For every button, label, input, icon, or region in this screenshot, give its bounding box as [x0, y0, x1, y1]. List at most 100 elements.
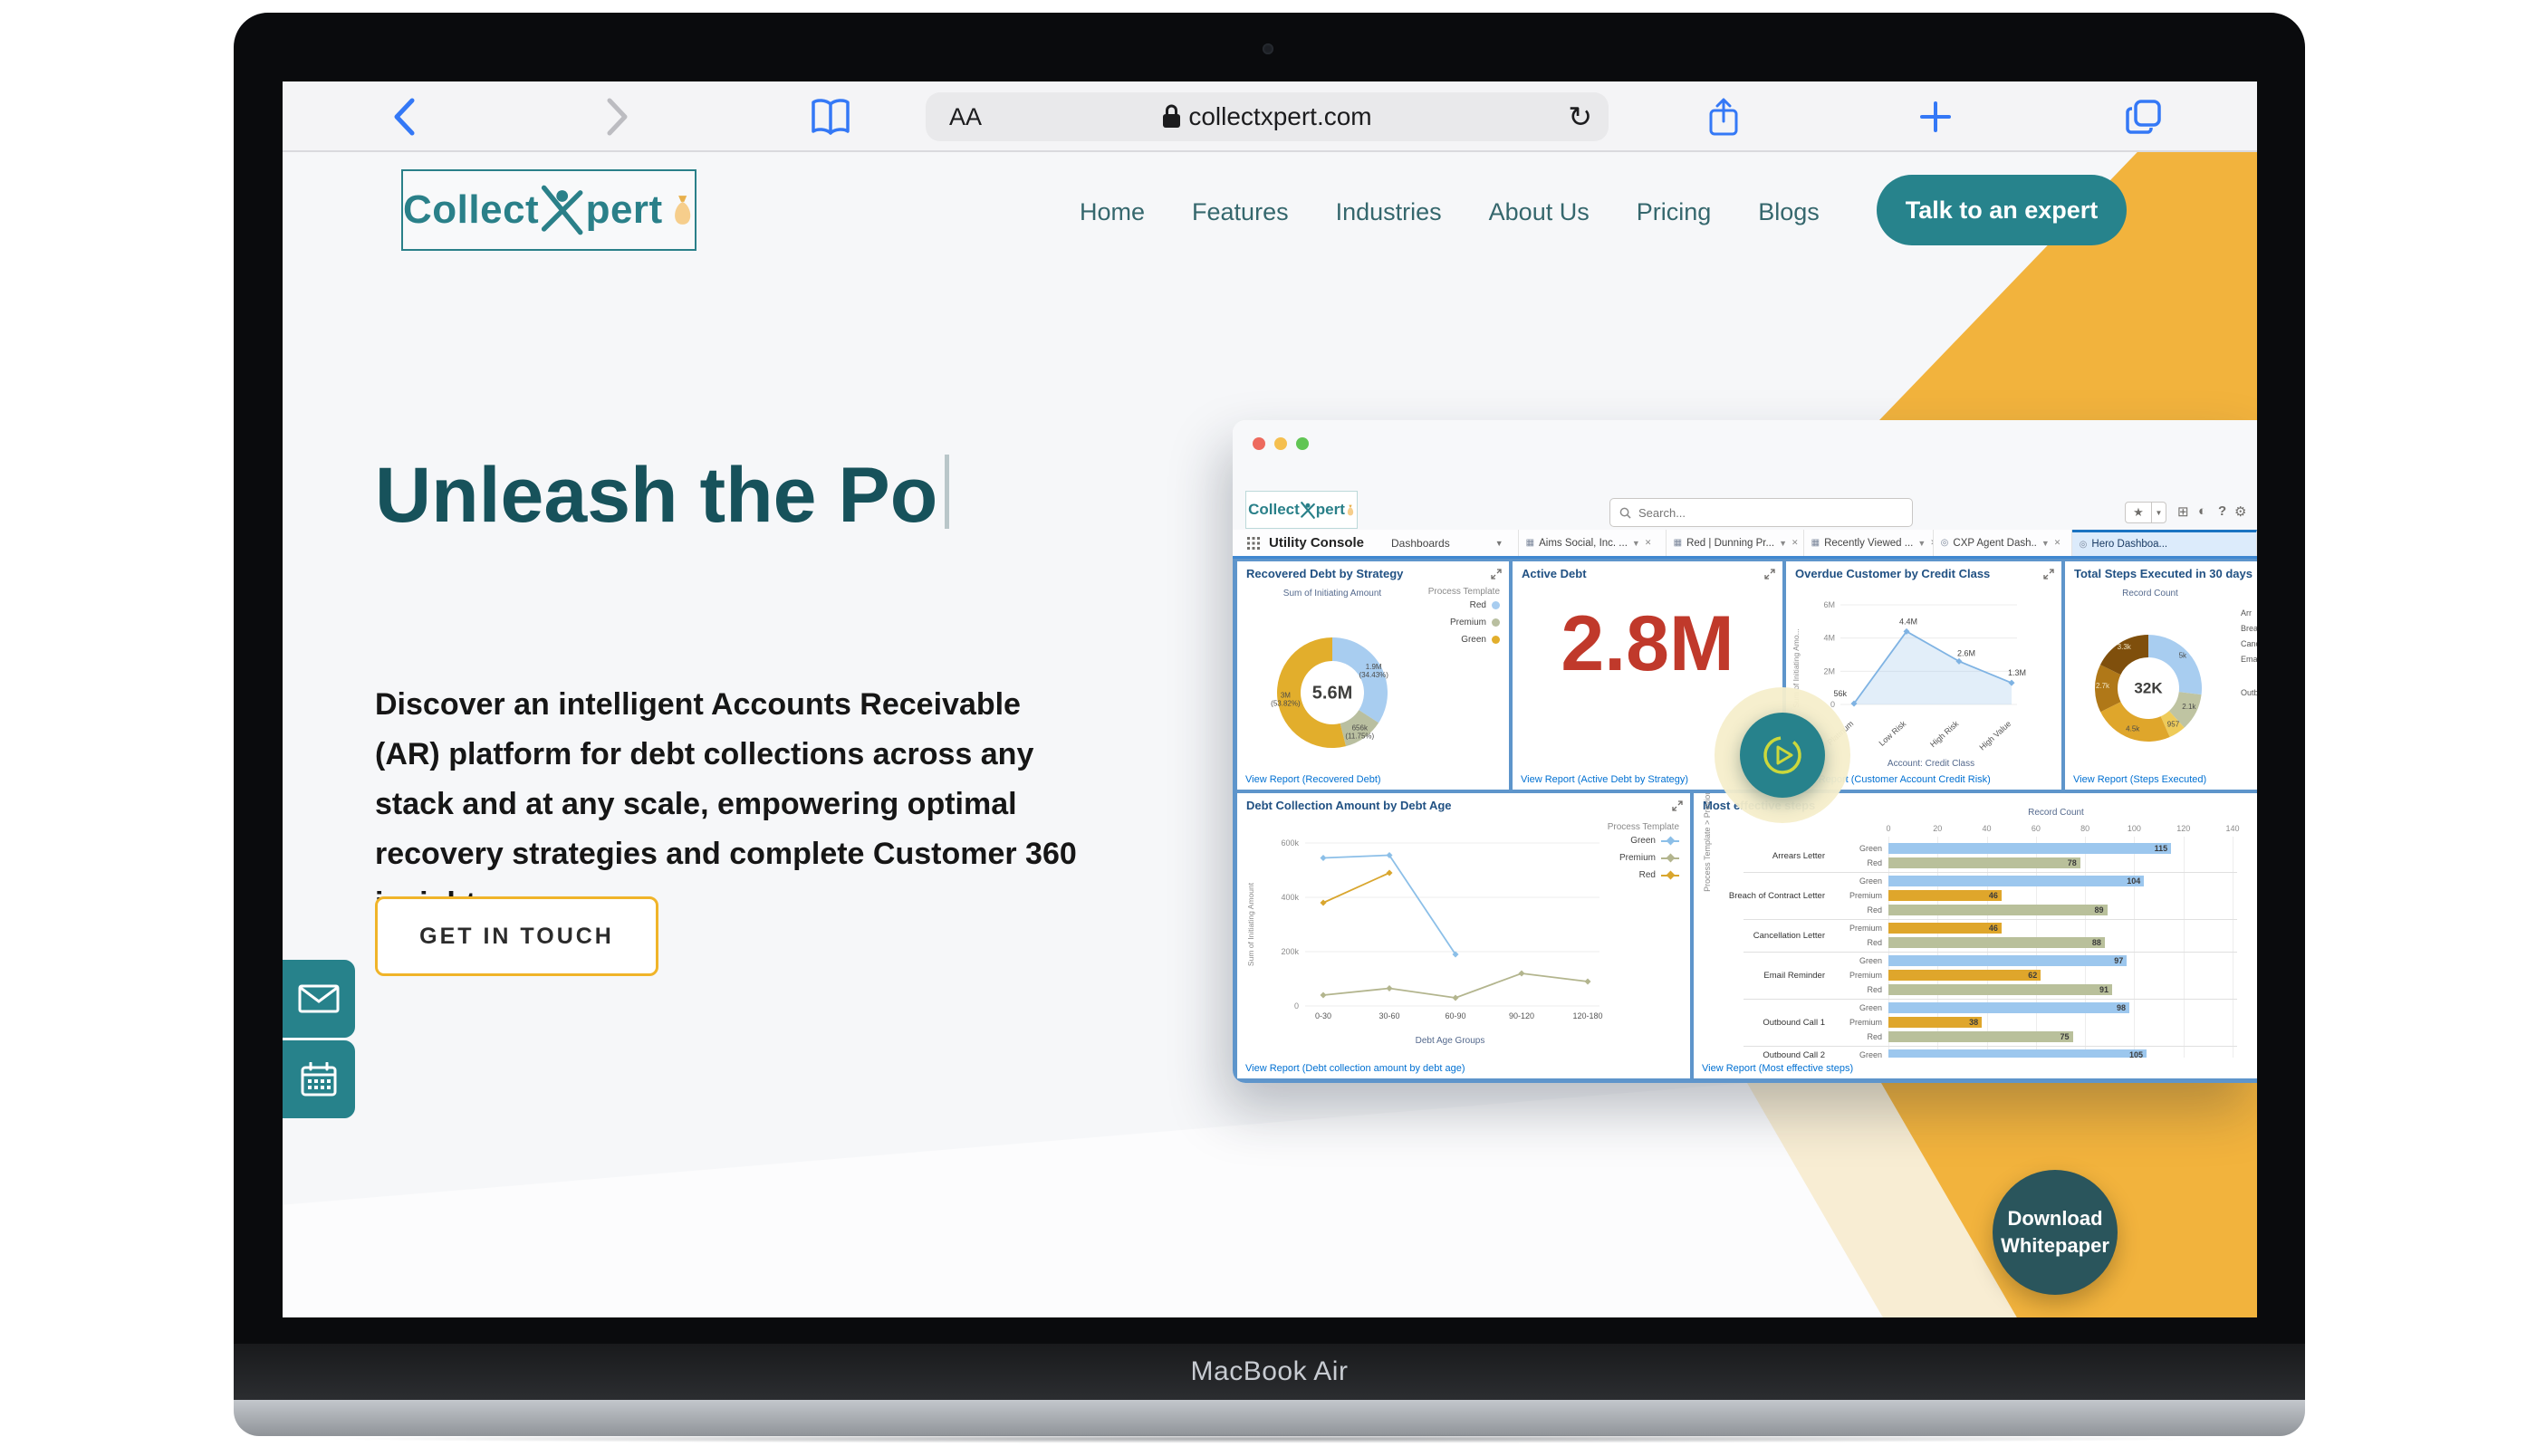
view-report-link[interactable]: View Report (Steps Executed) [2073, 774, 2207, 785]
new-tab-icon[interactable] [1904, 81, 1967, 152]
chevron-down-icon[interactable]: ▼ [1631, 538, 1640, 548]
series-label: Premium [1849, 924, 1882, 933]
chart-text: 0 [1830, 700, 1835, 709]
play-icon [1763, 736, 1801, 774]
card-debt-age: Debt Collection Amount by Debt Age Proce… [1237, 793, 1690, 1078]
favorites-caret-button[interactable]: ▼ [2152, 502, 2166, 523]
chart-text: 60-90 [1445, 1011, 1465, 1020]
view-report-link[interactable]: View Report (Most effective steps) [1702, 1063, 1854, 1074]
tab-aims-social[interactable]: ▦ Aims Social, Inc. ... ▼ ✕ [1519, 530, 1667, 556]
talk-to-expert-button[interactable]: Talk to an expert [1877, 175, 2127, 245]
gridline [2134, 837, 2136, 1058]
donut-slice [2148, 635, 2202, 695]
bar [1888, 1002, 2129, 1013]
dashboards-menu[interactable]: Dashboards ▼ [1377, 530, 1519, 556]
chevron-down-icon[interactable]: ▼ [2041, 538, 2050, 548]
favorites-star-button[interactable]: ★ [2125, 502, 2152, 523]
bar-value: 62 [2028, 971, 2038, 980]
donut-slice [2168, 692, 2202, 728]
nav-industries[interactable]: Industries [1335, 197, 1442, 225]
back-button[interactable] [377, 81, 431, 152]
expand-icon[interactable] [2043, 568, 2054, 584]
legend-dot [1492, 601, 1500, 609]
close-icon[interactable]: ✕ [1792, 538, 1799, 547]
series-label: Red [1867, 905, 1882, 915]
chart-text: 2M [1823, 666, 1835, 675]
chevron-down-icon[interactable]: ▼ [1917, 538, 1926, 548]
chart-text: 2.7k [2096, 682, 2110, 690]
bookmarks-icon[interactable] [799, 81, 862, 152]
group-label: Outbound Call 1 [1763, 1018, 1825, 1028]
share-icon[interactable] [1692, 81, 1755, 152]
expand-icon[interactable] [1672, 800, 1683, 816]
minimize-window-dot[interactable] [1274, 437, 1287, 450]
expand-icon[interactable] [1764, 568, 1775, 584]
chart-text: 957 [2167, 720, 2180, 728]
app-launcher[interactable]: Utility Console [1233, 530, 1377, 556]
nav-about-us[interactable]: About Us [1488, 197, 1590, 225]
close-icon[interactable]: ✕ [1644, 538, 1652, 547]
chevron-down-icon[interactable]: ▼ [1779, 538, 1787, 548]
series-label: Green [1859, 1003, 1882, 1012]
series-label: Green [1859, 956, 1882, 965]
view-report-link[interactable]: View Report (Recovered Debt) [1245, 774, 1381, 785]
search-input[interactable] [1638, 505, 1892, 520]
close-icon[interactable]: ✕ [1930, 538, 1932, 548]
text-size-button[interactable]: AA [949, 102, 983, 130]
bar [1888, 984, 2112, 995]
close-icon[interactable]: ✕ [2053, 538, 2061, 547]
tab-cxp-agent[interactable]: ◎ CXP Agent Dash.. ▼ ✕ [1934, 530, 2072, 556]
chart-text: 5k [2179, 652, 2187, 660]
chart-text: 656k (11.75%) [1345, 723, 1374, 740]
setup-gear-icon[interactable]: ⚙ [2234, 504, 2247, 520]
expand-icon[interactable] [1491, 568, 1502, 584]
series-label: Red [1867, 1032, 1882, 1041]
app-launcher-plus-icon[interactable]: ⊞ [2177, 504, 2189, 520]
close-window-dot[interactable] [1253, 437, 1265, 450]
card-recovered-debt: Recovered Debt by Strategy Sum of Initia… [1237, 561, 1509, 790]
help-icon[interactable]: ? [2218, 503, 2227, 519]
notifications-icon[interactable]: ◐ [2198, 503, 2207, 519]
legend-item: Red [1414, 597, 1500, 614]
reload-button[interactable]: ↻ [1568, 101, 1592, 133]
chart-text: 400k [1281, 893, 1299, 902]
tab-red-dunning[interactable]: ▦ Red | Dunning Pr... ▼ ✕ [1667, 530, 1804, 556]
dashboard-search[interactable] [1609, 498, 1913, 527]
site-logo[interactable]: Collect pert [401, 169, 696, 251]
nav-features[interactable]: Features [1192, 197, 1289, 225]
chevron-down-icon: ▼ [1494, 538, 1503, 548]
get-in-touch-button[interactable]: GET IN TOUCH [375, 896, 658, 976]
group-separator [1744, 919, 2237, 920]
tab-hero-dashboard[interactable]: ◎ Hero Dashboa... [2071, 530, 2257, 556]
legend-title: Process Template [1427, 587, 1500, 597]
play-halo [1715, 687, 1850, 823]
email-contact-button[interactable] [283, 960, 355, 1038]
view-report-link[interactable]: View Report (Active Debt by Strategy) [1521, 774, 1689, 785]
donut-slice [1332, 637, 1388, 723]
chart-text: 5.6M [1312, 684, 1352, 704]
forward-button[interactable] [591, 81, 645, 152]
group-separator [1744, 872, 2237, 873]
legend-marker [1661, 836, 1679, 845]
video-play-button[interactable] [1740, 713, 1825, 798]
calendar-contact-button[interactable] [283, 1040, 355, 1118]
chart-text: High Value [1977, 719, 2012, 752]
nav-pricing[interactable]: Pricing [1636, 197, 1712, 225]
chart-text: High Risk [1928, 719, 1961, 750]
maximize-window-dot[interactable] [1296, 437, 1309, 450]
nav-blogs[interactable]: Blogs [1758, 197, 1820, 225]
bar-value: 46 [1988, 891, 1998, 900]
tabs-overview-icon[interactable] [2112, 81, 2176, 152]
card-effective-steps: Most effective steps Record Count Proces… [1694, 793, 2257, 1078]
tab-recently-viewed[interactable]: ▦ Recently Viewed ...▼✕ [1804, 530, 1934, 556]
chart-text: 600k [1281, 838, 1299, 848]
nav-home[interactable]: Home [1080, 197, 1146, 225]
view-report-link[interactable]: View Report (Debt collection amount by d… [1245, 1063, 1465, 1074]
download-whitepaper-button[interactable]: Download Whitepaper [1993, 1170, 2118, 1295]
tabbar-underline [1233, 556, 2257, 559]
bar [1888, 923, 2002, 934]
legend-dot [1492, 618, 1500, 627]
chart-text: 4M [1823, 634, 1835, 643]
card-title: Active Debt [1522, 567, 1587, 580]
url-bar[interactable]: AA collectxpert.com ↻ [926, 92, 1609, 141]
